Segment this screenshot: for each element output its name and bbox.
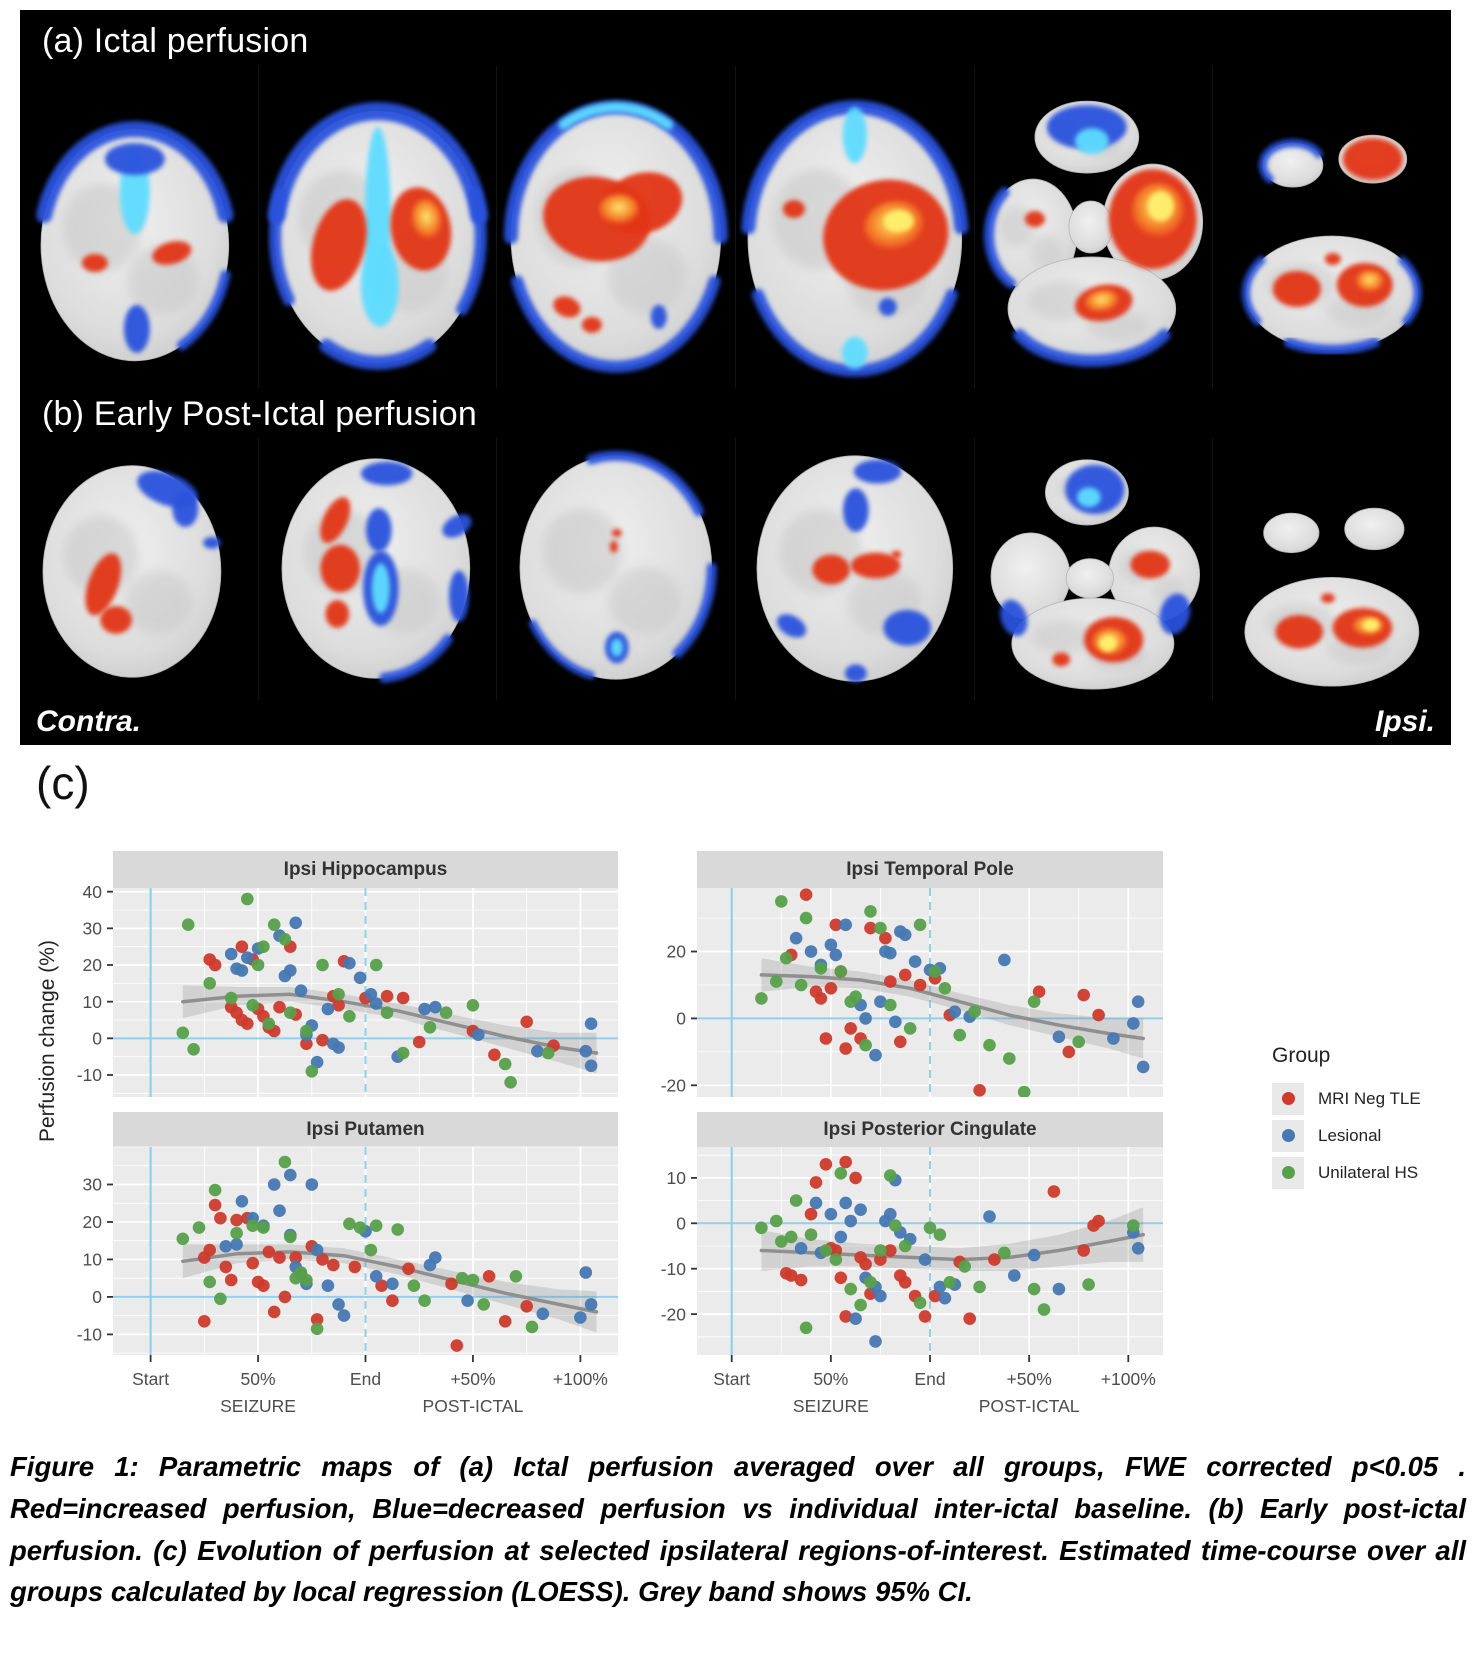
legend-key <box>1272 1119 1304 1152</box>
facet-title-hippocampus: Ipsi Hippocampus <box>113 851 618 888</box>
contralateral-label: Contra. <box>36 705 141 738</box>
legend-label: Unilateral HS <box>1318 1162 1419 1182</box>
legend-label: Lesional <box>1318 1125 1382 1145</box>
legend-item-lesional: Lesional <box>1272 1117 1472 1154</box>
panel-c-label: (c) <box>36 757 90 809</box>
scatter-plots: -10 0 10 20 30 40 -20 0 20 -10 0 10 20 30 Start 50% End +… <box>77 882 1163 1416</box>
brain-slice <box>735 438 974 700</box>
brain-slice <box>1212 66 1451 388</box>
svg-text:10: 10 <box>667 1168 687 1188</box>
brain-slice <box>257 66 497 388</box>
svg-text:0: 0 <box>92 1287 102 1307</box>
svg-text:20: 20 <box>83 1212 103 1232</box>
facet-title-posterior-cingulate: Ipsi Posterior Cingulate <box>697 1112 1163 1147</box>
facet-title-temporal-pole: Ipsi Temporal Pole <box>697 851 1163 888</box>
svg-text:+100%: +100% <box>1101 1369 1156 1389</box>
postictal-brain-row <box>20 438 1451 700</box>
svg-text:30: 30 <box>83 918 103 938</box>
svg-text:End: End <box>914 1369 945 1389</box>
svg-text:+50%: +50% <box>1007 1369 1052 1389</box>
svg-text:20: 20 <box>83 955 103 975</box>
ictal-brain-row <box>20 66 1451 388</box>
svg-text:-10: -10 <box>77 1325 103 1345</box>
svg-text:20: 20 <box>667 942 687 962</box>
svg-text:POST-ICTAL: POST-ICTAL <box>423 1396 524 1416</box>
scatter-panel-1: -20 0 20 <box>661 888 1163 1097</box>
brain-slice <box>20 438 258 700</box>
svg-text:End: End <box>350 1369 381 1389</box>
svg-text:-20: -20 <box>661 1304 687 1324</box>
svg-text:40: 40 <box>83 882 103 902</box>
svg-text:10: 10 <box>83 1250 103 1270</box>
svg-text:-10: -10 <box>661 1259 687 1279</box>
legend-key <box>1272 1082 1304 1115</box>
red-dot-icon <box>1281 1092 1295 1105</box>
svg-text:-10: -10 <box>77 1065 103 1085</box>
scatter-panel-3: -20 -10 0 10 Start 50% End +50% +100% SEIZURE POST… <box>661 1147 1163 1416</box>
brain-slice <box>1212 438 1451 700</box>
svg-text:50%: 50% <box>241 1369 276 1389</box>
legend-label: MRI Neg TLE <box>1318 1088 1421 1108</box>
svg-text:0: 0 <box>676 1213 686 1233</box>
brain-slice <box>257 438 497 700</box>
group-legend: Group MRI Neg TLE Lesional Unilateral HS <box>1272 1044 1472 1191</box>
svg-text:+50%: +50% <box>450 1369 495 1389</box>
svg-text:30: 30 <box>83 1175 103 1195</box>
svg-text:Start: Start <box>713 1369 750 1389</box>
brain-slice <box>973 438 1213 700</box>
svg-text:+100%: +100% <box>553 1369 608 1389</box>
svg-text:10: 10 <box>83 992 103 1012</box>
scatter-panel-0: -10 0 10 20 30 40 <box>77 882 618 1097</box>
legend-title: Group <box>1272 1044 1331 1067</box>
svg-text:SEIZURE: SEIZURE <box>793 1396 869 1416</box>
svg-text:POST-ICTAL: POST-ICTAL <box>979 1396 1080 1416</box>
svg-text:50%: 50% <box>813 1369 848 1389</box>
legend-item-mri-neg-tle: MRI Neg TLE <box>1272 1080 1472 1117</box>
brain-slice <box>20 66 258 388</box>
brain-slice <box>496 66 735 388</box>
svg-text:0: 0 <box>676 1009 686 1029</box>
facet-title-putamen: Ipsi Putamen <box>113 1112 618 1147</box>
svg-text:SEIZURE: SEIZURE <box>220 1396 296 1416</box>
mri-figure-panel: (a) Ictal perfusion (b) Early Post-Ictal… <box>20 10 1451 745</box>
scatter-panel-2: -10 0 10 20 30 Start 50% End +50% +100% SEIZURE POS… <box>77 1146 618 1416</box>
svg-text:Start: Start <box>132 1369 169 1389</box>
legend-key <box>1272 1156 1304 1189</box>
brain-slice <box>735 66 974 388</box>
green-dot-icon <box>1281 1166 1295 1179</box>
legend-item-unilateral-hs: Unilateral HS <box>1272 1154 1472 1191</box>
panel-b-title: (b) Early Post-Ictal perfusion <box>42 395 477 433</box>
brain-slice <box>496 438 735 700</box>
brain-slice <box>973 66 1213 388</box>
svg-text:0: 0 <box>92 1028 102 1048</box>
ipsilateral-label: Ipsi. <box>1374 705 1435 738</box>
panel-a-title: (a) Ictal perfusion <box>42 22 309 60</box>
svg-text:-20: -20 <box>661 1075 687 1095</box>
blue-dot-icon <box>1281 1129 1295 1142</box>
figure-caption: Figure 1: Parametric maps of (a) Ictal p… <box>10 1451 1466 1608</box>
